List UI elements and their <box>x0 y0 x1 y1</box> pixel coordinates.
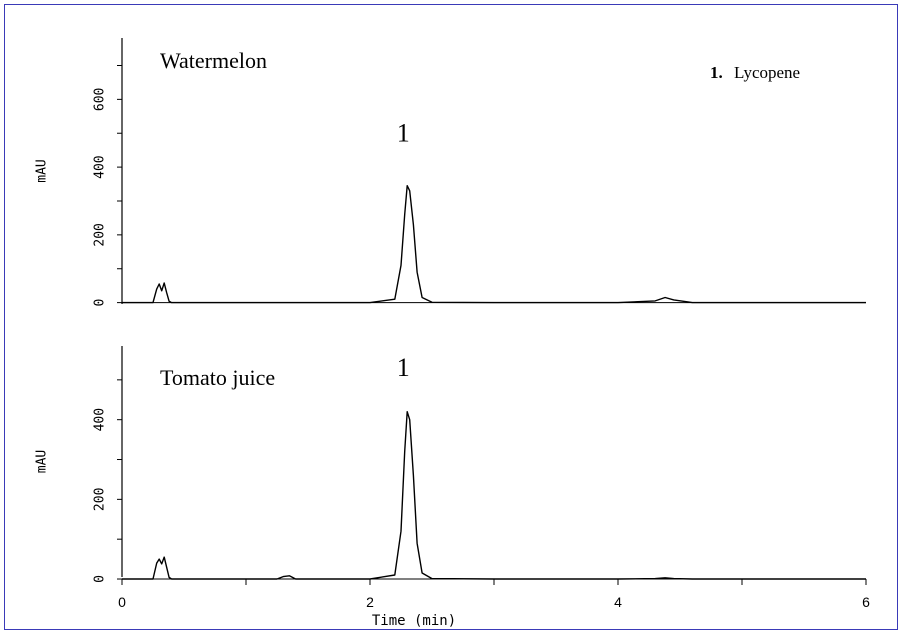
x-tick-label: 4 <box>614 594 622 610</box>
y-tick-label: 200 <box>93 223 108 246</box>
y-tick-label: 0 <box>93 575 108 583</box>
panel-title: Watermelon <box>160 48 267 73</box>
y-tick-label: 600 <box>93 88 108 111</box>
peak-label: 1 <box>397 353 410 382</box>
panel-tomato-juice: 0 200 400 mAU 0 2 4 6 Tomato juice 1 <box>35 346 870 610</box>
peak-label: 1 <box>397 119 410 148</box>
x-tick-label: 0 <box>118 594 126 610</box>
y-tick-label: 200 <box>93 488 108 511</box>
panel-title: Tomato juice <box>160 365 275 390</box>
x-tick-label: 6 <box>862 594 870 610</box>
figure-frame <box>4 4 898 630</box>
chromatogram-trace <box>122 185 866 304</box>
y-axis-label: mAU <box>35 159 50 182</box>
panel-watermelon: 0 200 400 600 mAU Watermelon 1 <box>35 38 866 307</box>
legend-number: 1. <box>710 63 723 82</box>
y-tick-label: 0 <box>93 299 108 307</box>
y-tick-label: 400 <box>93 155 108 178</box>
x-tick-label: 2 <box>366 594 374 610</box>
y-tick-label: 400 <box>93 408 108 431</box>
legend-compound-name: Lycopene <box>734 63 800 82</box>
y-axis-label: mAU <box>35 450 50 473</box>
chromatogram-trace <box>122 411 866 580</box>
x-axis-label: Time (min) <box>372 613 456 629</box>
